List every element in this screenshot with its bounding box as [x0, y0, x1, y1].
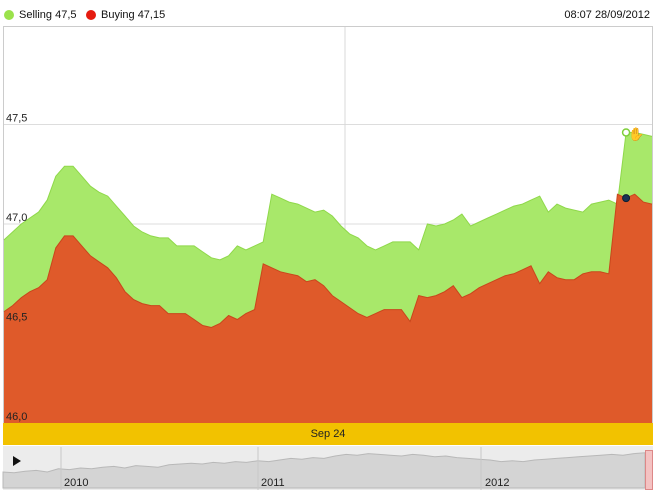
legend-item-selling[interactable]: Selling 47,5	[4, 8, 77, 22]
legend: Selling 47,5 Buying 47,15 08:07 28/09/20…	[0, 0, 656, 26]
buying-label: Buying 47,15	[101, 9, 166, 21]
play-icon	[13, 456, 21, 466]
timestamp: 08:07 28/09/2012	[564, 9, 650, 21]
selling-label: Selling 47,5	[19, 9, 77, 21]
y-tick-label-3: 47,5	[6, 113, 27, 125]
date-label: Sep 24	[310, 428, 346, 440]
date-bar: Sep 24	[3, 423, 653, 445]
buying-marker	[622, 194, 631, 203]
hand-cursor-icon: ✋	[628, 126, 644, 141]
navigator-handle[interactable]	[645, 450, 653, 490]
buying-line	[3, 193, 653, 329]
buying-color-dot	[86, 10, 96, 20]
play-button[interactable]	[3, 446, 30, 476]
nav-year-2012: 2012	[485, 477, 510, 489]
selling-marker	[621, 128, 631, 137]
y-tick-label-1: 46,5	[6, 312, 27, 324]
selling-line	[3, 132, 653, 261]
y-tick-label-2: 47,0	[6, 212, 27, 224]
nav-year-2010: 2010	[64, 477, 89, 489]
buying-area	[4, 194, 652, 423]
nav-year-2011: 2011	[261, 477, 285, 489]
selling-color-dot	[4, 10, 14, 20]
navigator[interactable]	[3, 446, 653, 490]
legend-item-buying[interactable]: Buying 47,15	[86, 8, 165, 22]
y-tick-label-0: 46,0	[6, 411, 27, 423]
